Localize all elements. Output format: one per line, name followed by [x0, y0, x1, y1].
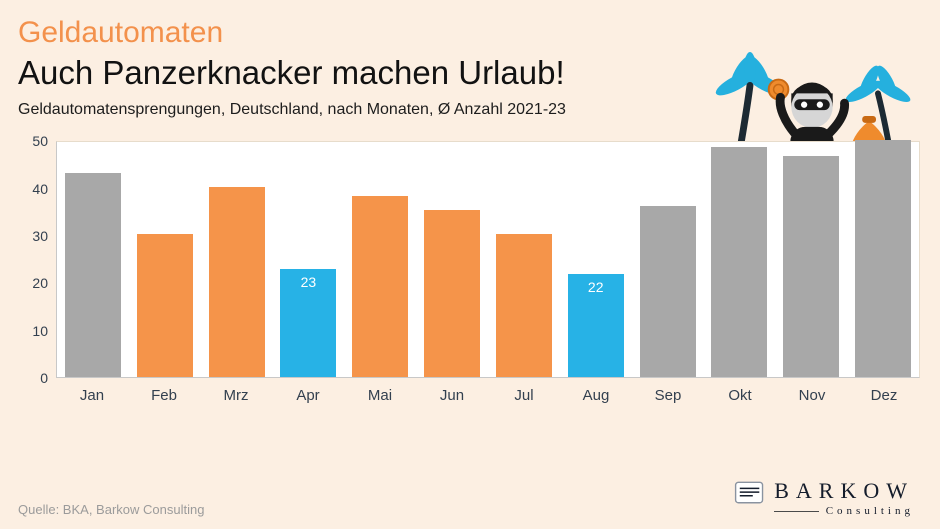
- bar-slot: [129, 142, 201, 378]
- bar-slot: [344, 142, 416, 378]
- bar-mrz: [208, 186, 265, 378]
- y-tick-label: 40: [32, 180, 48, 197]
- bar-mai: [352, 196, 409, 378]
- title-accent: Geldautomaten: [18, 16, 224, 49]
- page-title: Auch Panzerknacker machen Urlaub!: [18, 53, 565, 91]
- y-axis: 0 10 20 30 40 50: [20, 133, 52, 386]
- barkow-logo-icon: [734, 480, 766, 506]
- bar-slot: 22: [560, 142, 632, 378]
- bar-slot: [632, 142, 704, 378]
- footer: Quelle: BKA, Barkow Consulting BARKOW Co…: [18, 480, 914, 518]
- bar-slot: [703, 142, 775, 378]
- source-note: Quelle: BKA, Barkow Consulting: [18, 502, 205, 517]
- x-tick-label: Mrz: [223, 387, 249, 405]
- plot-area: 23 22: [56, 139, 920, 379]
- x-tick-label: Sep: [654, 387, 682, 405]
- x-tick-label: Dez: [870, 387, 898, 405]
- bar-slot: [416, 142, 488, 378]
- x-tick-label: Apr: [296, 387, 320, 405]
- bar-slot: 23: [272, 142, 344, 378]
- bar-feb: [136, 233, 193, 378]
- bar-jun: [424, 210, 481, 378]
- logo-subtitle: Consulting: [825, 505, 914, 517]
- y-tick-label: 50: [32, 133, 48, 150]
- logo-name: BARKOW: [774, 478, 914, 503]
- subtitle: Geldautomatensprengungen, Deutschland, n…: [18, 101, 566, 119]
- bar-okt: [711, 146, 768, 378]
- x-tick-label: Jan: [79, 387, 105, 405]
- y-tick-label: 0: [40, 370, 48, 387]
- y-tick-label: 10: [32, 322, 48, 339]
- header: Geldautomaten Auch Panzerknacker machen …: [0, 0, 940, 168]
- x-tick-label: Mai: [367, 387, 393, 405]
- bar-jul: [495, 233, 552, 378]
- barkow-logo: BARKOW Consulting: [734, 480, 914, 517]
- bar-chart: 0 10 20 30 40 50 23 22 Jan Feb Mrz Apr Mai Jun Jul Au…: [20, 133, 920, 411]
- bar-slot: [847, 139, 919, 378]
- bar-aug: 22: [567, 273, 624, 378]
- x-tick-label: Aug: [582, 387, 610, 405]
- bar-value-label: 22: [587, 278, 604, 295]
- y-tick-label: 30: [32, 227, 48, 244]
- logo-sub-row: Consulting: [774, 505, 914, 517]
- bar-dez: [855, 139, 912, 378]
- x-tick-label: Jul: [514, 387, 534, 405]
- x-tick-label: Okt: [728, 387, 752, 405]
- bar-value-label: 23: [300, 274, 317, 290]
- x-axis: Jan Feb Mrz Apr Mai Jun Jul Aug Sep Okt Nov Dez: [56, 387, 920, 404]
- bar-apr: 23: [280, 269, 337, 378]
- bar-nov: [783, 156, 840, 378]
- y-tick-label: 20: [32, 275, 48, 292]
- bar-slot: [201, 142, 273, 378]
- logo-rule: [774, 510, 819, 512]
- bar-sep: [639, 205, 696, 378]
- x-tick-label: Jun: [439, 387, 465, 405]
- bar-slot: [488, 142, 560, 378]
- x-tick-label: Feb: [151, 387, 177, 405]
- x-tick-label: Nov: [798, 387, 826, 405]
- bar-slot: [57, 142, 129, 378]
- bar-jan: [64, 172, 121, 378]
- bar-slot: [775, 142, 847, 378]
